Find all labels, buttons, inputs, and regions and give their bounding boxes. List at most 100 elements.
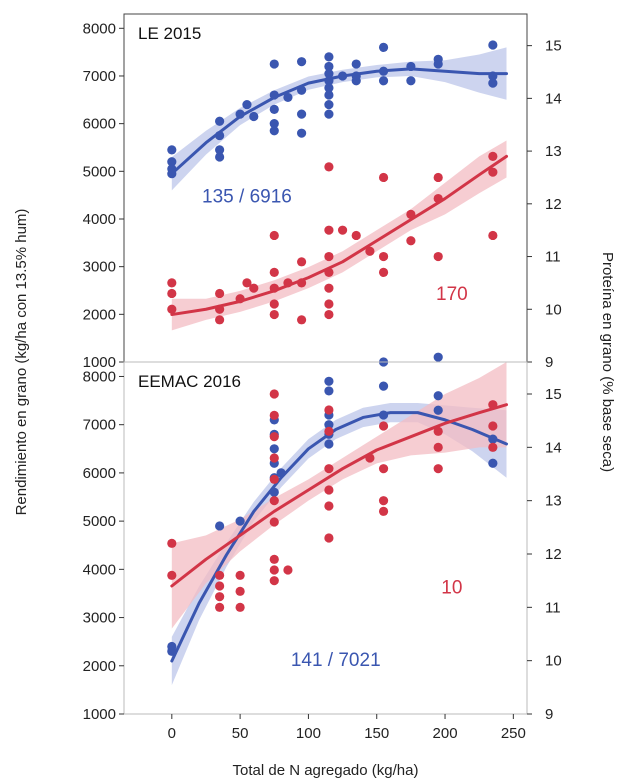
protein-point (324, 283, 334, 293)
annotation-protein: 170 (436, 284, 468, 305)
y-axis-label: Rendimiento en grano (kg/ha con 13.5% hu… (13, 209, 30, 516)
yield-point (406, 76, 416, 86)
yield-point (324, 68, 334, 79)
protein-point (324, 299, 334, 309)
yield-point (215, 116, 225, 126)
fit-curves (170, 67, 509, 663)
protein-point (167, 538, 177, 548)
left-tick-label: 7000 (83, 417, 116, 434)
protein-point (167, 304, 177, 314)
protein-point (296, 278, 307, 288)
protein-point (324, 533, 334, 543)
protein-point (215, 592, 225, 602)
protein-point (167, 570, 177, 580)
protein-point (324, 162, 334, 172)
left-tick-label: 8000 (83, 368, 116, 385)
protein-point (324, 251, 334, 262)
panel-1-title: LE 2015 (138, 24, 201, 43)
protein-point (378, 172, 389, 183)
yield-point (406, 61, 416, 72)
yield-point (378, 76, 389, 86)
protein-point (488, 151, 498, 161)
protein-point (324, 267, 334, 277)
yield-point (378, 381, 389, 391)
yield-point (296, 85, 307, 95)
yield-point (215, 145, 225, 155)
protein-point (269, 576, 279, 586)
protein-point (269, 554, 279, 564)
yield-point (324, 61, 334, 72)
protein-point (488, 230, 498, 241)
yield-point (324, 83, 334, 93)
protein-point (296, 315, 307, 325)
protein-point (269, 267, 279, 277)
protein-point (215, 288, 225, 299)
x-tick-label: 0 (168, 725, 176, 742)
left-tick-label: 7000 (83, 68, 116, 85)
right-tick-label: 12 (545, 546, 562, 563)
left-tick-label: 1000 (83, 354, 116, 371)
protein-point (433, 193, 443, 204)
right-tick-label: 14 (545, 439, 562, 456)
x-tick-label: 250 (501, 725, 526, 742)
protein-point (433, 172, 443, 183)
yield-point (167, 646, 177, 656)
yield-point (324, 99, 334, 110)
yield-point (324, 52, 334, 62)
protein-point (215, 315, 225, 325)
protein-point (378, 251, 389, 262)
yield-point (324, 376, 334, 386)
protein-point (365, 246, 375, 256)
yield-point (324, 386, 334, 396)
yield-point (296, 57, 307, 67)
yield-point (324, 90, 334, 100)
yield-point (242, 99, 252, 110)
right-tick-label: 13 (545, 493, 562, 510)
left-tick-label: 2000 (83, 306, 116, 323)
yield-point (283, 92, 293, 103)
right-tick-label: 15 (545, 38, 562, 55)
left-tick-label: 5000 (83, 163, 116, 180)
x-tick-label: 200 (433, 725, 458, 742)
protein-point (488, 442, 498, 452)
right-tick-label: 13 (545, 143, 562, 160)
protein-point (269, 453, 279, 463)
yield-point (215, 521, 225, 531)
protein-point (378, 267, 389, 277)
yield-point (296, 128, 307, 138)
protein-point (488, 167, 498, 177)
protein-point (324, 309, 334, 320)
protein-point (365, 453, 375, 463)
protein-point (269, 299, 279, 309)
protein-point (215, 581, 225, 591)
left-tick-label: 4000 (83, 211, 116, 228)
yield-point (324, 76, 334, 86)
protein-point (269, 517, 279, 527)
protein-point (269, 565, 279, 575)
yield-point (378, 66, 389, 76)
yield-point (433, 405, 443, 415)
right-tick-label: 10 (545, 653, 562, 670)
protein-point (296, 257, 307, 267)
left-tick-label: 5000 (83, 513, 116, 530)
yield-point (269, 119, 279, 129)
yield-point (167, 157, 177, 167)
protein-point (378, 421, 389, 431)
protein-point (378, 496, 389, 506)
protein-point (433, 442, 443, 452)
yield-point (488, 458, 498, 468)
yield-point (378, 410, 389, 420)
protein-fit-line (170, 403, 509, 588)
protein-point (324, 426, 334, 436)
yield-point (276, 468, 286, 478)
protein-point (249, 283, 259, 293)
protein-point (324, 225, 334, 235)
yield-point (269, 104, 279, 114)
protein-point (433, 464, 443, 474)
protein-point (283, 278, 293, 288)
yield-point (433, 352, 443, 362)
protein-point (235, 602, 245, 612)
yield-point (235, 109, 245, 119)
yield-fit-line (170, 411, 509, 663)
protein-point (269, 309, 279, 320)
